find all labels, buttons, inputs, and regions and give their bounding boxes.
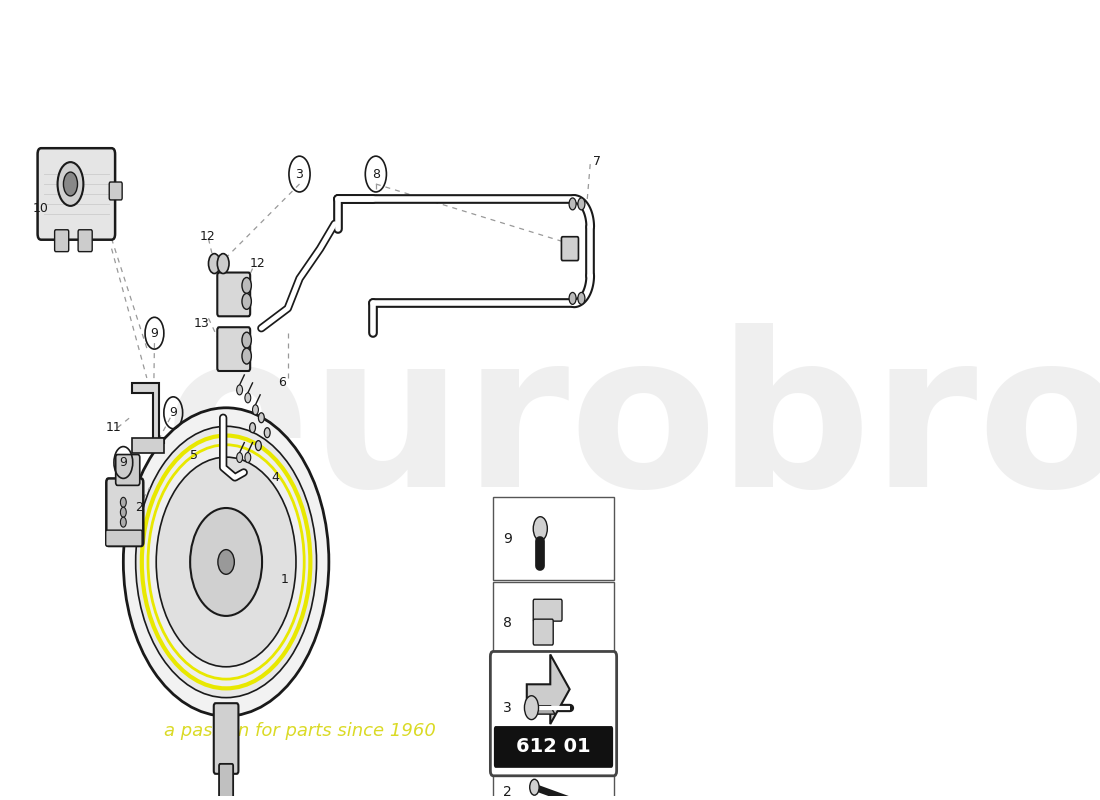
Text: 4: 4 xyxy=(272,471,279,484)
Circle shape xyxy=(236,385,242,395)
Circle shape xyxy=(120,498,127,507)
FancyBboxPatch shape xyxy=(493,582,614,665)
FancyBboxPatch shape xyxy=(493,498,614,580)
Text: 10: 10 xyxy=(32,202,48,215)
Ellipse shape xyxy=(142,435,310,688)
Circle shape xyxy=(209,254,220,274)
Circle shape xyxy=(242,332,252,348)
FancyBboxPatch shape xyxy=(37,148,116,240)
Text: 3: 3 xyxy=(503,701,512,714)
FancyBboxPatch shape xyxy=(494,726,613,768)
Circle shape xyxy=(569,198,576,210)
FancyBboxPatch shape xyxy=(109,182,122,200)
Text: 6: 6 xyxy=(278,377,286,390)
Text: 12: 12 xyxy=(200,230,216,243)
Ellipse shape xyxy=(156,457,296,666)
Circle shape xyxy=(578,293,585,304)
Ellipse shape xyxy=(190,508,262,616)
Text: 2: 2 xyxy=(135,501,143,514)
Text: 5: 5 xyxy=(189,449,198,462)
FancyBboxPatch shape xyxy=(561,237,579,261)
Circle shape xyxy=(218,254,229,274)
FancyBboxPatch shape xyxy=(55,230,68,252)
Text: 9: 9 xyxy=(120,456,128,469)
Circle shape xyxy=(57,162,84,206)
Text: 12: 12 xyxy=(250,257,265,270)
Text: eurobros: eurobros xyxy=(164,323,1100,532)
Polygon shape xyxy=(132,438,164,453)
FancyBboxPatch shape xyxy=(213,703,239,774)
Circle shape xyxy=(578,198,585,210)
Text: 11: 11 xyxy=(106,421,121,434)
Circle shape xyxy=(120,507,127,518)
Polygon shape xyxy=(527,654,570,724)
FancyBboxPatch shape xyxy=(493,751,614,800)
Text: 1: 1 xyxy=(280,574,288,586)
Text: 612 01: 612 01 xyxy=(516,738,591,757)
FancyBboxPatch shape xyxy=(218,273,250,316)
Text: 13: 13 xyxy=(194,317,209,330)
Circle shape xyxy=(258,413,264,422)
Circle shape xyxy=(530,779,539,795)
Text: 9: 9 xyxy=(169,406,177,419)
Text: 2: 2 xyxy=(503,786,512,799)
Ellipse shape xyxy=(148,445,305,679)
Text: 7: 7 xyxy=(593,154,601,168)
Circle shape xyxy=(525,696,539,720)
FancyBboxPatch shape xyxy=(493,666,614,749)
Text: 8: 8 xyxy=(503,616,512,630)
Circle shape xyxy=(250,422,255,433)
Circle shape xyxy=(534,517,548,541)
FancyBboxPatch shape xyxy=(491,651,617,776)
Text: 9: 9 xyxy=(151,326,158,340)
FancyBboxPatch shape xyxy=(116,454,140,486)
Ellipse shape xyxy=(218,550,234,574)
Circle shape xyxy=(242,348,252,364)
Polygon shape xyxy=(527,706,556,714)
Text: 8: 8 xyxy=(372,167,379,181)
FancyBboxPatch shape xyxy=(106,530,142,546)
Text: 9: 9 xyxy=(503,531,512,546)
Circle shape xyxy=(242,294,252,310)
FancyBboxPatch shape xyxy=(534,619,553,645)
Circle shape xyxy=(264,428,271,438)
Circle shape xyxy=(236,453,242,462)
Circle shape xyxy=(569,293,576,304)
Text: 3: 3 xyxy=(296,167,304,181)
Circle shape xyxy=(242,278,252,294)
Circle shape xyxy=(253,405,258,414)
Circle shape xyxy=(245,393,251,403)
FancyBboxPatch shape xyxy=(534,599,562,621)
FancyBboxPatch shape xyxy=(218,327,250,371)
Circle shape xyxy=(245,453,251,462)
Polygon shape xyxy=(132,383,164,442)
Circle shape xyxy=(120,518,127,527)
Circle shape xyxy=(255,441,262,450)
Ellipse shape xyxy=(123,408,329,716)
Ellipse shape xyxy=(135,426,317,698)
Circle shape xyxy=(64,172,77,196)
Text: a passion for parts since 1960: a passion for parts since 1960 xyxy=(164,722,437,740)
FancyBboxPatch shape xyxy=(78,230,92,252)
FancyBboxPatch shape xyxy=(107,478,143,546)
FancyBboxPatch shape xyxy=(219,764,233,800)
